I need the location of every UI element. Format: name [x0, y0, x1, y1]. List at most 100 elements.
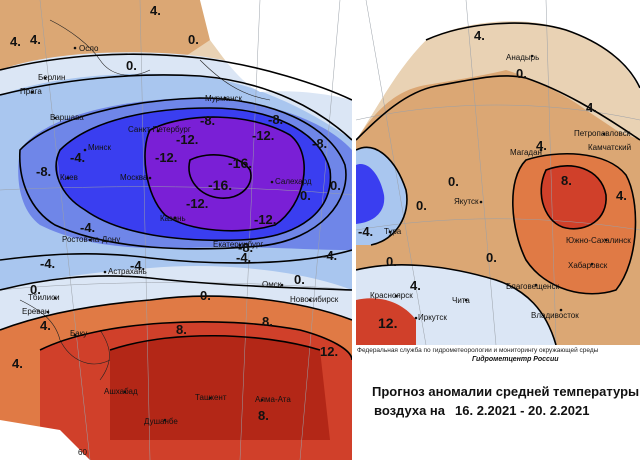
city-markers	[30, 46, 312, 422]
east-map-panel: Анадырь Петропавловск Камчатский Магадан…	[356, 0, 640, 345]
city-label: Камчатский	[588, 143, 631, 152]
isoline-label: -8.	[268, 112, 283, 127]
no-data-area-north	[200, 0, 352, 100]
city-label: Душанбе	[144, 417, 178, 426]
city-label: Минск	[88, 143, 112, 152]
isoline-label: 12.	[378, 315, 397, 331]
blue-zone	[356, 164, 385, 224]
isoline-label: -8.	[200, 113, 215, 128]
city-label: Магадан	[510, 148, 542, 157]
east-anomaly-map: Анадырь Петропавловск Камчатский Магадан…	[356, 0, 640, 345]
isoline-label: -8.	[36, 164, 51, 179]
no-data-area-southwest	[0, 420, 90, 460]
grid-label: 60	[78, 448, 87, 457]
isoline-label: -4.	[40, 256, 55, 271]
isoline-label: -8.	[312, 136, 327, 151]
isolines	[356, 22, 640, 345]
isoline-label: 4.	[30, 32, 41, 47]
isoline-label: -12.	[155, 150, 177, 165]
isoline-label: 4.	[10, 34, 21, 49]
isoline-label: 0.	[416, 198, 427, 213]
city-label: Берлин	[38, 73, 65, 82]
isoline-label: 4.	[616, 188, 627, 203]
city-label: Санкт-Петербург	[128, 125, 191, 134]
isoline-label: 4.	[410, 278, 421, 293]
purple-core	[145, 117, 305, 231]
city-label: Владивосток	[531, 311, 579, 320]
isoline-label: -16.	[208, 177, 232, 193]
red-zone	[541, 165, 607, 229]
isoline-label: 0.	[126, 58, 137, 73]
city-label: Осло	[79, 44, 99, 53]
city-label: Киев	[60, 173, 78, 182]
city-label: Ашхабад	[104, 387, 138, 396]
agency-caption: Федеральная служба по гидрометеорологии …	[357, 347, 599, 354]
city-label: Казань	[160, 214, 186, 223]
isoline-label: 4.	[536, 138, 547, 153]
isoline-label: 4.	[40, 318, 51, 333]
city-label: Мурманск	[205, 94, 242, 103]
isoline-label: 0.	[200, 288, 211, 303]
isoline-label: 0.	[386, 254, 397, 269]
city-label: Красноярск	[370, 291, 413, 300]
forecast-title-line1: Прогноз аномалии средней температуры	[372, 384, 640, 399]
isoline-label: 12.	[320, 344, 338, 359]
isoline-label: 0.	[188, 32, 199, 47]
city-label: Хабаровск	[568, 261, 608, 270]
isoline-label: -16.	[228, 155, 252, 171]
city-label: Прага	[20, 87, 42, 96]
forecast-dates: 16. 2.2021 - 20. 2.2021	[455, 403, 590, 418]
dark-red-zone-south	[110, 335, 330, 440]
city-label: Ростов-на-Дону	[62, 235, 120, 244]
city-label: Иркутск	[418, 313, 447, 322]
no-data-area-west	[356, 0, 426, 140]
city-label: Анадырь	[506, 53, 539, 62]
city-labels: Анадырь Петропавловск Камчатский Магадан…	[370, 53, 631, 322]
isoline-label: 4.	[586, 100, 597, 115]
panel-divider	[352, 0, 356, 460]
west-map-panel: Осло Берлин Прага Варшава Минск Киев Рос…	[0, 0, 352, 460]
isoline-label: -4.	[70, 150, 85, 165]
city-label: Тура	[384, 227, 402, 236]
city-label: Москва	[120, 173, 148, 182]
title-prefix: воздуха на	[374, 403, 446, 418]
forecast-title-line2: воздуха на 16. 2.2021 - 20. 2.2021	[374, 403, 589, 418]
isoline-label: 0.	[300, 188, 311, 203]
isoline-label: -4.	[358, 224, 373, 239]
city-label: Екатеринбург	[213, 240, 263, 249]
city-label: Якутск	[454, 197, 479, 206]
city-markers	[388, 54, 608, 320]
isoline-label: 0.	[294, 272, 305, 287]
city-label: Ереван	[22, 307, 49, 316]
city-label: Новосибирск	[290, 295, 339, 304]
isoline-label: 8.	[262, 314, 273, 329]
city-label: Салехард	[275, 177, 312, 186]
isoline-label: 8.	[176, 322, 187, 337]
city-label: Южно-Сахалинск	[566, 236, 631, 245]
city-label: Алма-Ата	[255, 395, 291, 404]
red-zone-southwest	[356, 298, 416, 345]
isoline-label: -12.	[254, 212, 276, 227]
graticule	[356, 0, 640, 345]
isoline-label: -12.	[176, 132, 198, 147]
city-label: Астрахань	[108, 267, 147, 276]
city-label: Варшава	[50, 113, 84, 122]
isoline-label: 8.	[561, 173, 572, 188]
isoline-label: 4.	[474, 28, 485, 43]
isoline-label: 4.	[150, 3, 161, 18]
isolines	[0, 53, 352, 361]
isoline-label: -4.	[80, 220, 95, 235]
city-label: Омск	[262, 280, 282, 289]
city-label: Ташкент	[195, 393, 227, 402]
city-labels: Осло Берлин Прага Варшава Минск Киев Рос…	[20, 44, 339, 426]
isoline-labels: 4. 0. -4. -8. -8. -12. -12. -12. -16. -1…	[10, 3, 341, 423]
isoline-label: -12.	[252, 128, 274, 143]
city-label: Благовещенск	[506, 282, 559, 291]
isoline-label: 0.	[516, 66, 527, 81]
isoline-labels: 4. 0. 0. 4. 0. 4. 8. 4. -4. 0. 0. 4. 12.	[358, 28, 627, 331]
isoline-label: 0.	[448, 174, 459, 189]
isoline-label: -8.	[238, 240, 253, 255]
city-label: Петропавловск	[574, 129, 631, 138]
org-caption: Гидрометцентр России	[472, 356, 559, 363]
